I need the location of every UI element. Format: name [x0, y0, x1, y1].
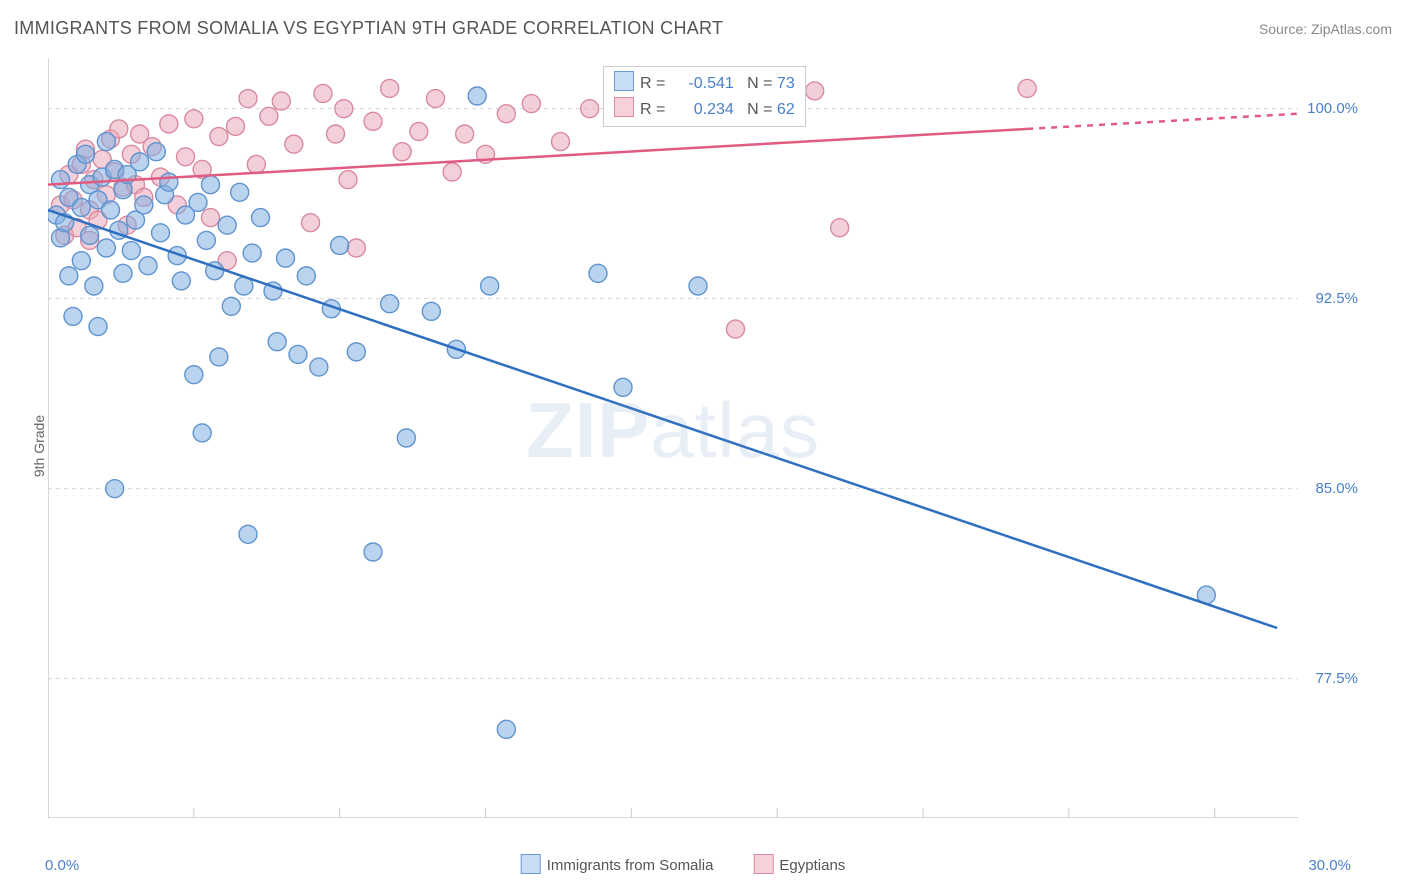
- plot-area: ZIPatlas R = -0.541 N = 73R = 0.234 N = …: [48, 58, 1298, 818]
- source-credit: Source: ZipAtlas.com: [1259, 21, 1392, 37]
- correlation-stats-box: R = -0.541 N = 73R = 0.234 N = 62: [603, 66, 806, 127]
- chart-title: IMMIGRANTS FROM SOMALIA VS EGYPTIAN 9TH …: [14, 18, 723, 39]
- legend-swatch: [614, 71, 634, 91]
- legend-swatch: [614, 97, 634, 117]
- y-axis-label: 9th Grade: [31, 415, 47, 477]
- y-tick-label: 77.5%: [1315, 670, 1358, 687]
- legend-label: Immigrants from Somalia: [547, 857, 714, 874]
- y-tick-label: 92.5%: [1315, 290, 1358, 307]
- stats-row: R = 0.234 N = 62: [614, 97, 795, 123]
- legend-swatch: [753, 854, 773, 874]
- stats-row: R = -0.541 N = 73: [614, 71, 795, 97]
- x-axis-max-label: 30.0%: [1308, 857, 1351, 874]
- y-tick-label: 85.0%: [1315, 480, 1358, 497]
- header: IMMIGRANTS FROM SOMALIA VS EGYPTIAN 9TH …: [14, 18, 1392, 39]
- bottom-legend: Immigrants from Somalia Egyptians: [521, 854, 886, 874]
- legend-item: Immigrants from Somalia: [521, 857, 714, 874]
- legend-item: Egyptians: [753, 857, 845, 874]
- legend-swatch: [521, 854, 541, 874]
- legend-label: Egyptians: [779, 857, 845, 874]
- y-tick-label: 100.0%: [1307, 100, 1358, 117]
- scatter-svg: [48, 58, 1298, 818]
- x-axis-min-label: 0.0%: [45, 857, 79, 874]
